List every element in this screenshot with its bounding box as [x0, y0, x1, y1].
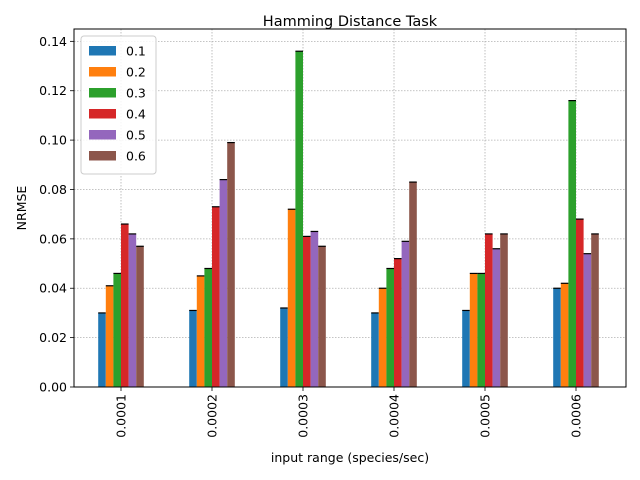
bar: [212, 206, 220, 387]
legend-label: 0.5: [126, 128, 146, 143]
y-tick-label: 0.08: [39, 182, 67, 197]
legend-swatch: [89, 109, 116, 119]
x-tick-label: 0.0002: [205, 394, 220, 438]
bar: [128, 233, 137, 387]
legend-label: 0.6: [126, 149, 146, 164]
y-tick-label: 0.06: [39, 231, 67, 246]
y-tick-label: 0.00: [39, 380, 67, 395]
bar: [113, 273, 121, 387]
legend-swatch: [89, 67, 116, 77]
bar: [394, 258, 402, 387]
bar: [280, 307, 288, 387]
bar: [378, 288, 387, 387]
bar: [492, 248, 501, 387]
bar: [371, 312, 379, 387]
bar: [105, 285, 114, 387]
bar: [477, 273, 485, 387]
y-tick-label: 0.14: [39, 34, 67, 49]
x-tick-label: 0.0004: [387, 394, 402, 438]
x-tick-label: 0.0006: [569, 394, 584, 438]
bar: [227, 142, 235, 387]
legend-label: 0.2: [126, 65, 146, 80]
bar: [136, 246, 144, 387]
y-tick-label: 0.12: [39, 83, 67, 98]
legend-swatch: [89, 46, 116, 56]
bar: [591, 233, 599, 387]
bar: [553, 288, 561, 387]
bar: [560, 283, 569, 387]
bar: [469, 273, 478, 387]
x-tick-label: 0.0003: [296, 394, 311, 438]
x-axis: 0.0001 0.0002 0.0003 0.0004 0.0005 0.0006: [114, 387, 584, 438]
bar: [196, 275, 205, 387]
legend-swatch: [89, 151, 116, 161]
bar: [318, 246, 326, 387]
x-tick-label: 0.0005: [478, 394, 493, 438]
bar: [386, 268, 394, 387]
bar: [500, 233, 508, 387]
legend-label: 0.4: [126, 107, 146, 122]
y-tick-label: 0.04: [39, 281, 67, 296]
y-tick-label: 0.02: [39, 330, 67, 345]
legend-swatch: [89, 88, 116, 98]
bar: [189, 310, 197, 387]
bar: [98, 312, 106, 387]
bar: [310, 231, 319, 387]
grid-lines: [74, 29, 626, 388]
bar: [219, 179, 228, 387]
bar: [287, 209, 296, 387]
legend-swatch: [89, 130, 116, 140]
bar: [295, 51, 303, 387]
y-axis: 0.00 0.02 0.04 0.06 0.08 0.10 0.12 0.14: [39, 34, 74, 395]
bar: [401, 241, 410, 387]
x-axis-label: input range (species/sec): [271, 450, 429, 465]
bar: [485, 233, 493, 387]
legend-label: 0.1: [126, 44, 146, 59]
x-tick-label: 0.0001: [114, 394, 129, 438]
bar: [576, 219, 584, 387]
y-tick-label: 0.10: [39, 133, 67, 148]
legend-label: 0.3: [126, 86, 146, 101]
bar: [303, 236, 311, 387]
bar: [568, 100, 576, 387]
bar: [462, 310, 470, 387]
bar: [583, 253, 592, 387]
legend: 0.1 0.2 0.3 0.4 0.5 0.6: [80, 35, 157, 175]
bar: [121, 224, 129, 387]
bar: [409, 182, 417, 387]
plot-frame: [73, 28, 627, 388]
chart-title: Hamming Distance Task: [263, 14, 438, 30]
bars: [98, 50, 599, 387]
y-axis-label: NRMSE: [14, 186, 29, 231]
bar: [204, 268, 212, 387]
